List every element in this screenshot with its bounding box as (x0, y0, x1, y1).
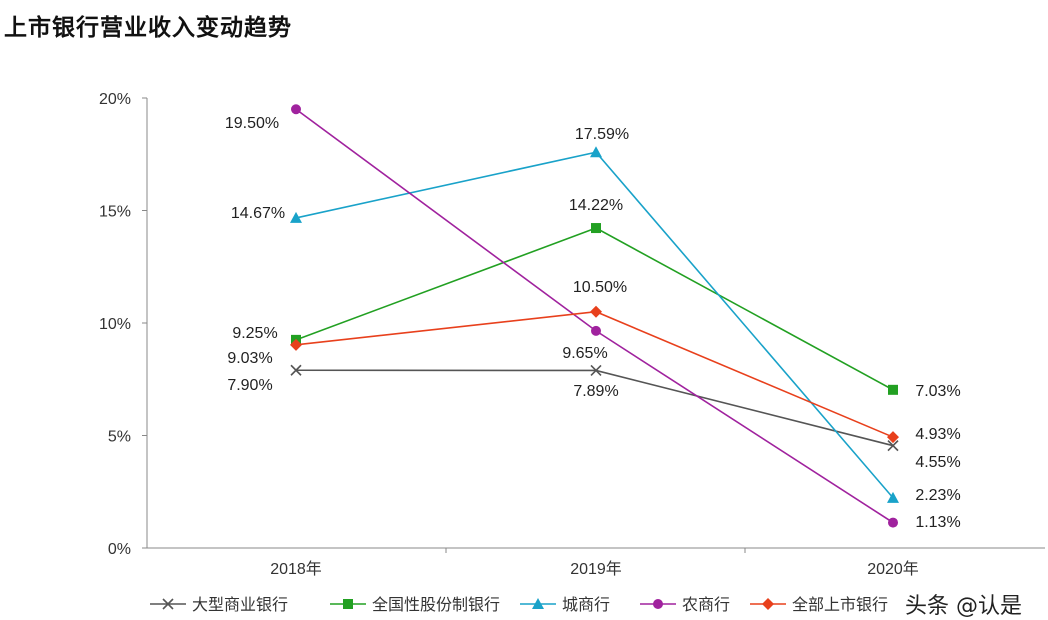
y-tick-label: 15% (99, 204, 131, 221)
diamond-marker (762, 598, 774, 610)
y-tick-label: 20% (99, 91, 131, 108)
x-tick-label: 2019年 (570, 560, 622, 578)
legend-label: 城商行 (562, 596, 610, 614)
circle-marker (591, 325, 601, 336)
data-label: 4.93% (915, 426, 960, 443)
diamond-marker (590, 305, 602, 318)
x-tick-label: 2020年 (867, 560, 919, 578)
data-label: 14.22% (569, 197, 623, 214)
data-label: 7.90% (227, 377, 272, 394)
square-marker (343, 599, 353, 609)
x-marker (590, 364, 602, 377)
data-label: 2.23% (915, 487, 960, 504)
square-marker (888, 384, 898, 395)
data-label: 17.59% (575, 126, 629, 143)
triangle-marker (887, 491, 899, 503)
data-label: 9.65% (562, 345, 607, 362)
diamond-marker (887, 431, 899, 444)
square-marker (591, 223, 601, 234)
legend-label: 全国性股份制银行 (372, 596, 500, 614)
watermark: 头条 @认是 (905, 594, 1022, 619)
y-tick-label: 5% (108, 429, 131, 446)
legend-label: 大型商业银行 (192, 596, 288, 614)
triangle-marker (290, 211, 302, 223)
data-label: 10.50% (573, 279, 627, 296)
diamond-marker (290, 338, 302, 351)
legend-label: 农商行 (682, 596, 730, 614)
y-tick-label: 10% (99, 316, 131, 333)
chart-title: 上市银行营业收入变动趋势 (4, 15, 292, 41)
data-label: 1.13% (915, 514, 960, 531)
circle-marker (291, 104, 301, 115)
data-label: 7.89% (573, 383, 618, 400)
x-marker (162, 598, 174, 610)
series-line (295, 369, 894, 447)
triangle-marker (590, 146, 602, 158)
x-tick-label: 2018年 (270, 560, 322, 578)
data-label: 19.50% (225, 115, 279, 132)
triangle-marker (532, 598, 544, 609)
data-label: 9.03% (227, 350, 272, 367)
data-label: 14.67% (231, 205, 285, 222)
data-label: 4.55% (915, 454, 960, 471)
legend-label: 全部上市银行 (792, 596, 888, 614)
circle-marker (653, 599, 663, 609)
x-marker (887, 440, 899, 452)
data-label: 7.03% (915, 383, 960, 400)
y-tick-label: 0% (108, 541, 131, 558)
circle-marker (888, 517, 898, 528)
data-label: 9.25% (232, 325, 277, 342)
x-marker (290, 364, 302, 376)
